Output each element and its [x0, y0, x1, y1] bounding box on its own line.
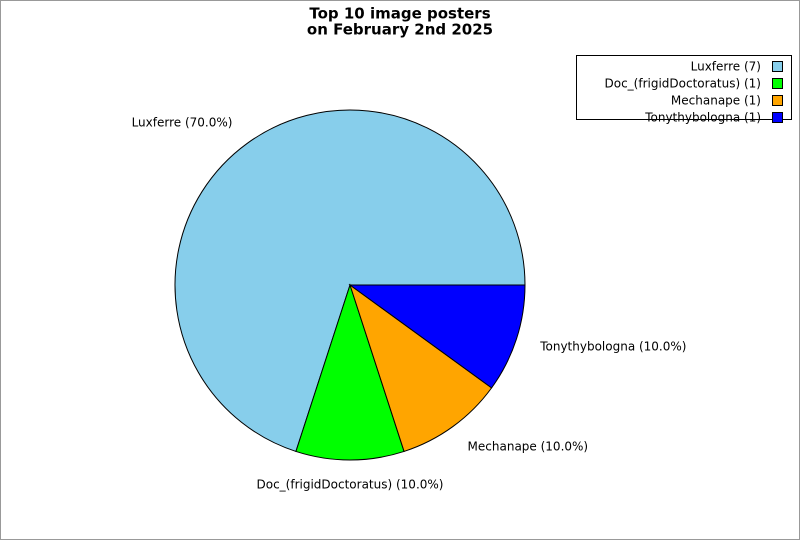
legend-label: Doc_(frigidDoctoratus) (1) — [605, 77, 762, 91]
slice-label: Tonythybologna (10.0%) — [539, 339, 686, 353]
pie-slice — [348, 284, 526, 389]
legend-swatch — [772, 61, 783, 72]
pie-slice — [295, 283, 405, 461]
slice-label: Luxferre (70.0%) — [132, 116, 233, 130]
legend-label: Mechanape (1) — [671, 94, 761, 108]
legend-box — [576, 55, 792, 120]
chart-title: Top 10 image posters — [309, 5, 490, 23]
legend-swatch — [772, 95, 783, 106]
legend-label: Luxferre (7) — [691, 60, 761, 74]
slice-label: Mechanape (10.0%) — [468, 439, 589, 453]
legend-swatch — [772, 78, 783, 89]
pie-slice — [349, 283, 493, 453]
legend-swatch — [772, 112, 783, 123]
chart-title: on February 2nd 2025 — [307, 21, 493, 39]
slice-label: Doc_(frigidDoctoratus) (10.0%) — [257, 478, 444, 492]
legend-label: Tonythybologna (1) — [644, 111, 761, 125]
pie-slice — [174, 109, 526, 453]
